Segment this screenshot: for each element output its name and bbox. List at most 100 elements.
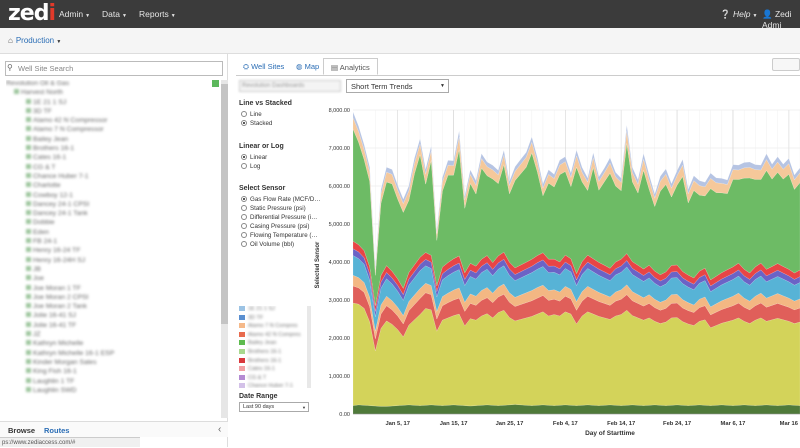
tree-item[interactable]: Cates 16-1 [6,154,218,163]
toolbar-button[interactable] [772,58,800,71]
radio-button[interactable] [241,223,247,229]
tree-item[interactable]: CG & T [6,163,218,173]
help-icon: ❔ [720,9,731,19]
tree-item[interactable]: 1E 21 1 SJ [6,98,218,108]
tree-item[interactable]: Joe Moran 1 TF [6,284,218,294]
legend-item[interactable]: Brothers 16-1 [239,348,309,358]
radio-button-selected[interactable] [241,196,247,202]
date-range-select[interactable]: Last 90 days ▼ [239,402,309,412]
zedi-logo[interactable]: zedi [8,1,56,26]
tree-item[interactable]: Jolie 16-41 TF [6,321,218,331]
tree-item[interactable]: Joe Moran 2 CPSI [6,293,218,303]
radio-button[interactable] [241,205,247,211]
legend-item[interactable]: CG & T [239,374,309,384]
radio-button[interactable] [241,111,247,117]
legend-item[interactable]: Bailey Jean [239,340,309,349]
radio-button[interactable] [241,241,247,247]
legend-item[interactable]: Chance Huber 7-1 [239,383,309,388]
radio-sensor-oil-volume[interactable]: Oil Volume (bbl) [241,241,294,248]
nav-help[interactable]: ❔ Help ▼ [720,9,758,19]
radio-linear[interactable]: Linear [241,154,267,161]
tree-item[interactable]: Alamo 42 N Compressor [6,117,218,126]
tree-item[interactable]: Laughlin 1 TF [6,377,218,387]
tree-item[interactable]: Harvest North [6,89,218,98]
radio-stacked[interactable]: Stacked [241,120,272,127]
tree-item-label: Eden [33,228,49,236]
tree-node-icon [26,331,31,337]
dashboard-select[interactable]: Revolution Dashboards [239,80,341,92]
radio-sensor-static-pressure[interactable]: Static Pressure (psi) [241,205,306,212]
radio-button[interactable] [241,232,247,238]
tree-item[interactable]: Chance Huber 7-1 [6,172,218,182]
tab-well-sites[interactable]: ⛭ Well Sites [243,62,285,71]
nav-menu-data[interactable]: Data ▼ [102,9,127,19]
expand-all-icon[interactable] [212,80,219,87]
radio-sensor-flowing-temperature[interactable]: Flowing Temperature (… [241,232,318,239]
tree-item[interactable]: 3D TF [6,107,218,117]
collapse-panel-icon[interactable]: ‹ [218,424,222,435]
legend-scrollbar[interactable] [307,306,311,388]
legend-swatch [239,348,245,354]
tree-item[interactable]: Henry 16-24H SJ [6,256,218,266]
nav-menu-admin[interactable]: Admin ▼ [59,9,91,19]
tree-item[interactable]: Dobbie [6,219,218,228]
tree-item[interactable]: Cowboy 12-1 [6,191,218,201]
tree-item[interactable]: Charlotte [6,182,218,191]
tab-browse[interactable]: Browse [8,426,36,435]
legend-item[interactable]: Alamo 7 N Compres [239,323,309,332]
tree-node-icon [26,126,31,132]
tree-item[interactable]: Henry 16-24 TF [6,247,218,256]
legend-swatch [239,306,245,311]
radio-sensor-gas-flow[interactable]: Gas Flow Rate (MCF/D… [241,196,320,203]
tree-item[interactable]: FB 24-1 [6,238,218,247]
chart-legend: 1E 21 1 SJ 3D TF Alamo 7 N Compres Alamo 42… [239,306,309,388]
breadcrumb[interactable]: ⌂ Production ▼ [8,36,62,45]
tree-item[interactable]: JB [6,265,218,275]
radio-sensor-casing-pressure[interactable]: Casing Pressure (psi) [241,223,310,230]
tree-item[interactable]: Joe Moran 2 Tank [6,303,218,312]
nav-user[interactable]: 👤 Zedi Admi [762,9,792,30]
tree-item[interactable]: King Fish 16-1 [6,368,218,377]
tree-item[interactable]: Kathryn Michelle 16-1 ESP [6,349,218,359]
tree-item-label: Joe Moran 2 CPSI [33,293,89,301]
tree-item[interactable]: Revolution Oil & Gas [6,80,218,89]
tree-item[interactable]: Eden [6,228,218,238]
tree-item[interactable]: Jolie 16-41 SJ [6,312,218,321]
tree-item[interactable]: Bailey Jean [6,135,218,145]
well-site-search-input[interactable] [5,61,223,76]
tree-item[interactable]: Alamo 7 N Compressor [6,126,218,135]
radio-log[interactable]: Log [241,163,260,170]
radio-sensor-differential-pressure[interactable]: Differential Pressure (i… [241,214,317,221]
tree-item[interactable]: Kathryn Michelle [6,340,218,349]
tree-item-label: Harvest North [21,89,63,97]
radio-button-selected[interactable] [241,154,247,160]
tree-scrollbar-thumb[interactable] [221,84,228,324]
tree-item[interactable]: Dancey 24-1 Tank [6,210,218,219]
nav-menu-reports[interactable]: Reports ▼ [139,9,176,19]
tab-map[interactable]: ◍ Map [296,62,320,71]
tab-analytics[interactable]: ▤ Analytics [323,58,378,75]
radio-line[interactable]: Line [241,111,262,118]
caret-down-icon: ▼ [302,405,306,410]
legend-item[interactable]: Cates 16-1 [239,366,309,375]
trend-select[interactable]: Short Term Trends ▼ [346,79,449,93]
tree-item[interactable]: Kinder Morgan Sales [6,358,218,368]
legend-item[interactable]: 3D TF [239,314,309,324]
radio-button[interactable] [241,214,247,220]
caret-down-icon: ▼ [121,13,127,19]
radio-button-selected[interactable] [241,120,247,126]
legend-item[interactable]: Brothers 16-1 [239,357,309,367]
tree-node-icon [26,154,31,160]
legend-item[interactable]: 1E 21 1 SJ [239,306,309,315]
tree-item[interactable]: JZ [6,331,218,340]
radio-button[interactable] [241,163,247,169]
legend-item[interactable]: Alamo 42 N Compres [239,331,309,341]
tree-item[interactable]: Dancey 24-1 CPSI [6,200,218,210]
tree-item[interactable]: Laughlin SWD [6,386,218,396]
caret-down-icon: ▼ [440,83,445,89]
tree-item[interactable]: Joe [6,275,218,284]
series-area [352,111,800,270]
tab-routes[interactable]: Routes [44,426,70,435]
tree-item[interactable]: Brothers 16-1 [6,145,218,154]
y-tick-label: 5,000.00 [329,222,350,228]
